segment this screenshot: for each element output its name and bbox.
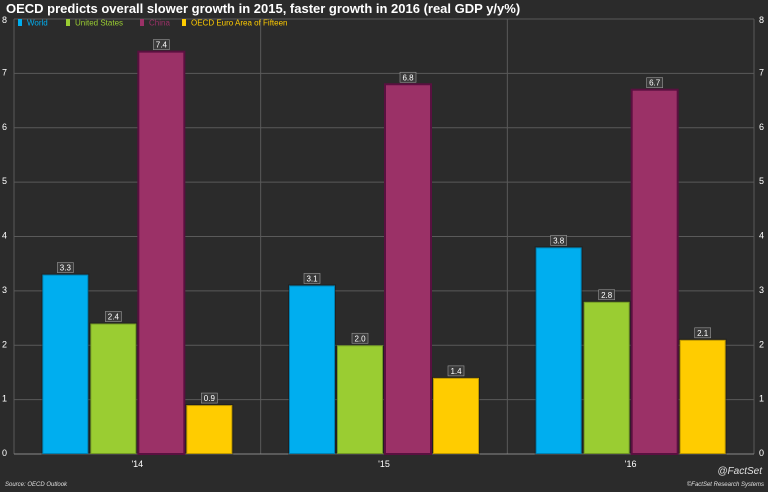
data-label: 7.4 [156, 41, 168, 50]
legend-label: World [27, 19, 48, 28]
data-label-box [57, 262, 74, 273]
y-tick-label-left: 7 [2, 67, 7, 77]
data-label-box [399, 71, 417, 83]
bar-world [41, 273, 90, 455]
y-tick-label-right: 5 [759, 176, 764, 186]
legend-swatch [140, 19, 144, 26]
y-tick-label-right: 3 [759, 285, 764, 295]
y-tick-label-left: 5 [2, 176, 7, 186]
data-label-box [598, 289, 615, 301]
data-label-box [303, 273, 321, 284]
x-tick-label: '16 [625, 459, 637, 469]
data-label-box [153, 39, 170, 50]
data-label: 6.8 [402, 73, 414, 82]
y-tick-label-left: 4 [2, 231, 7, 241]
y-tick-label-right: 8 [759, 15, 764, 25]
bar-united-states [336, 344, 384, 455]
y-tick-label-left: 6 [2, 122, 7, 132]
y-tick-label-left: 1 [2, 394, 7, 404]
data-label-box [550, 235, 567, 246]
bar-united-states [582, 300, 631, 455]
legend-swatch [182, 19, 186, 26]
data-label: 3.3 [60, 264, 72, 273]
legend-label: OECD Euro Area of Fifteen [191, 19, 288, 28]
legend-label: United States [75, 19, 123, 28]
data-label: 0.9 [204, 394, 216, 403]
bar-oecd-euro-area-of-fifteen [678, 338, 727, 455]
legend-swatch [66, 19, 70, 26]
bar-china [137, 50, 186, 455]
bar-united-states [89, 322, 138, 455]
data-label: 2.1 [697, 329, 709, 338]
y-tick-label-right: 7 [759, 67, 764, 77]
data-label: 1.4 [450, 367, 462, 376]
y-tick-label-right: 0 [759, 448, 764, 458]
y-tick-label-left: 8 [2, 15, 7, 25]
bar-world [288, 284, 336, 455]
copyright-note: ©FactSet Research Systems [686, 482, 764, 488]
data-label: 6.7 [649, 79, 661, 88]
data-label: 2.4 [108, 313, 120, 322]
y-tick-label-right: 6 [759, 122, 764, 132]
chart-title: OECD predicts overall slower growth in 2… [6, 1, 521, 16]
data-label-box [646, 77, 663, 88]
bar-oecd-euro-area-of-fifteen [185, 404, 234, 455]
y-tick-label-left: 2 [2, 339, 7, 349]
legend-swatch [18, 19, 22, 26]
data-label: 3.8 [553, 236, 565, 245]
data-label-box [105, 311, 122, 322]
y-tick-label-right: 2 [759, 339, 764, 349]
data-label-box [694, 327, 711, 339]
data-label: 2.8 [601, 291, 613, 300]
legend-label: China [149, 19, 170, 28]
data-label: 3.1 [306, 274, 318, 283]
bar-world [534, 246, 583, 455]
x-tick-label: '14 [131, 459, 143, 469]
data-label-box [447, 365, 465, 377]
bar-china [630, 88, 679, 455]
y-tick-label-left: 3 [2, 285, 7, 295]
data-label-box [351, 332, 369, 344]
y-tick-label-right: 4 [759, 231, 764, 241]
data-label-box [201, 392, 218, 404]
x-tick-label: '15 [378, 459, 390, 469]
y-tick-label-right: 1 [759, 394, 764, 404]
bar-oecd-euro-area-of-fifteen [432, 376, 480, 455]
data-label: 2.0 [354, 334, 366, 343]
factset-watermark: @FactSet [717, 466, 762, 477]
bar-china [384, 83, 432, 455]
source-note: Source: OECD Outlook [5, 482, 68, 488]
y-tick-label-left: 0 [2, 448, 7, 458]
